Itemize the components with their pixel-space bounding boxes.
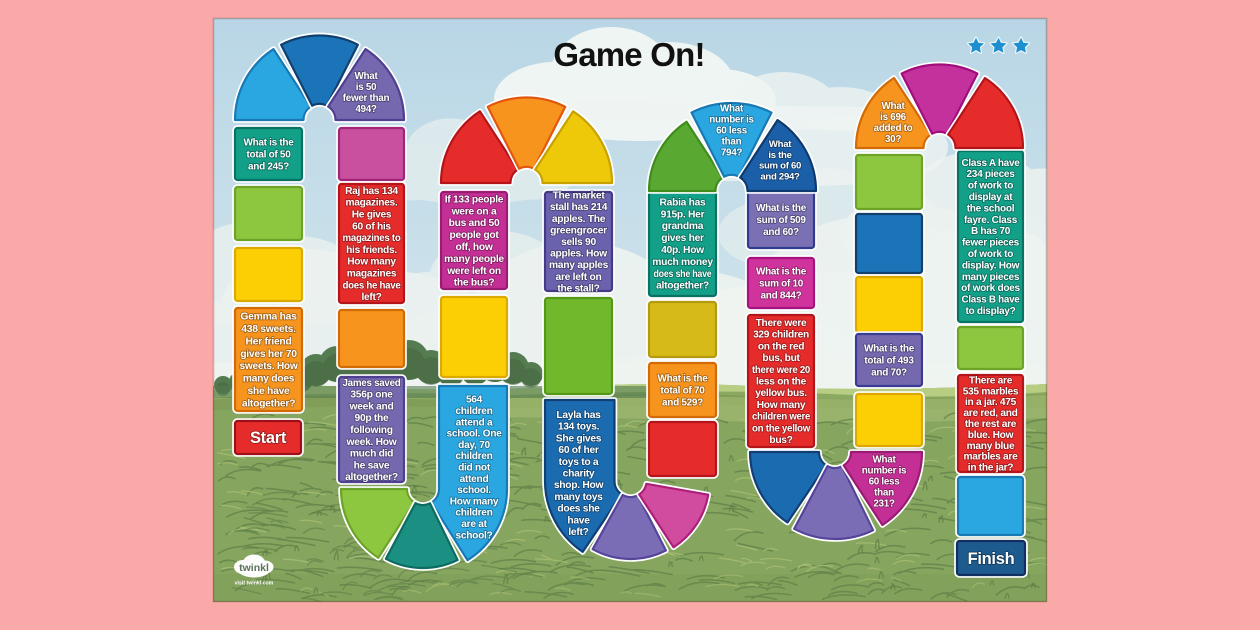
svg-text:Finish: Finish: [968, 550, 1015, 568]
svg-text:Game On!: Game On!: [553, 36, 704, 73]
svg-text:visit twinkl.com: visit twinkl.com: [235, 581, 274, 587]
svg-text:twinkl: twinkl: [239, 562, 269, 574]
svg-text:Start: Start: [250, 429, 287, 447]
